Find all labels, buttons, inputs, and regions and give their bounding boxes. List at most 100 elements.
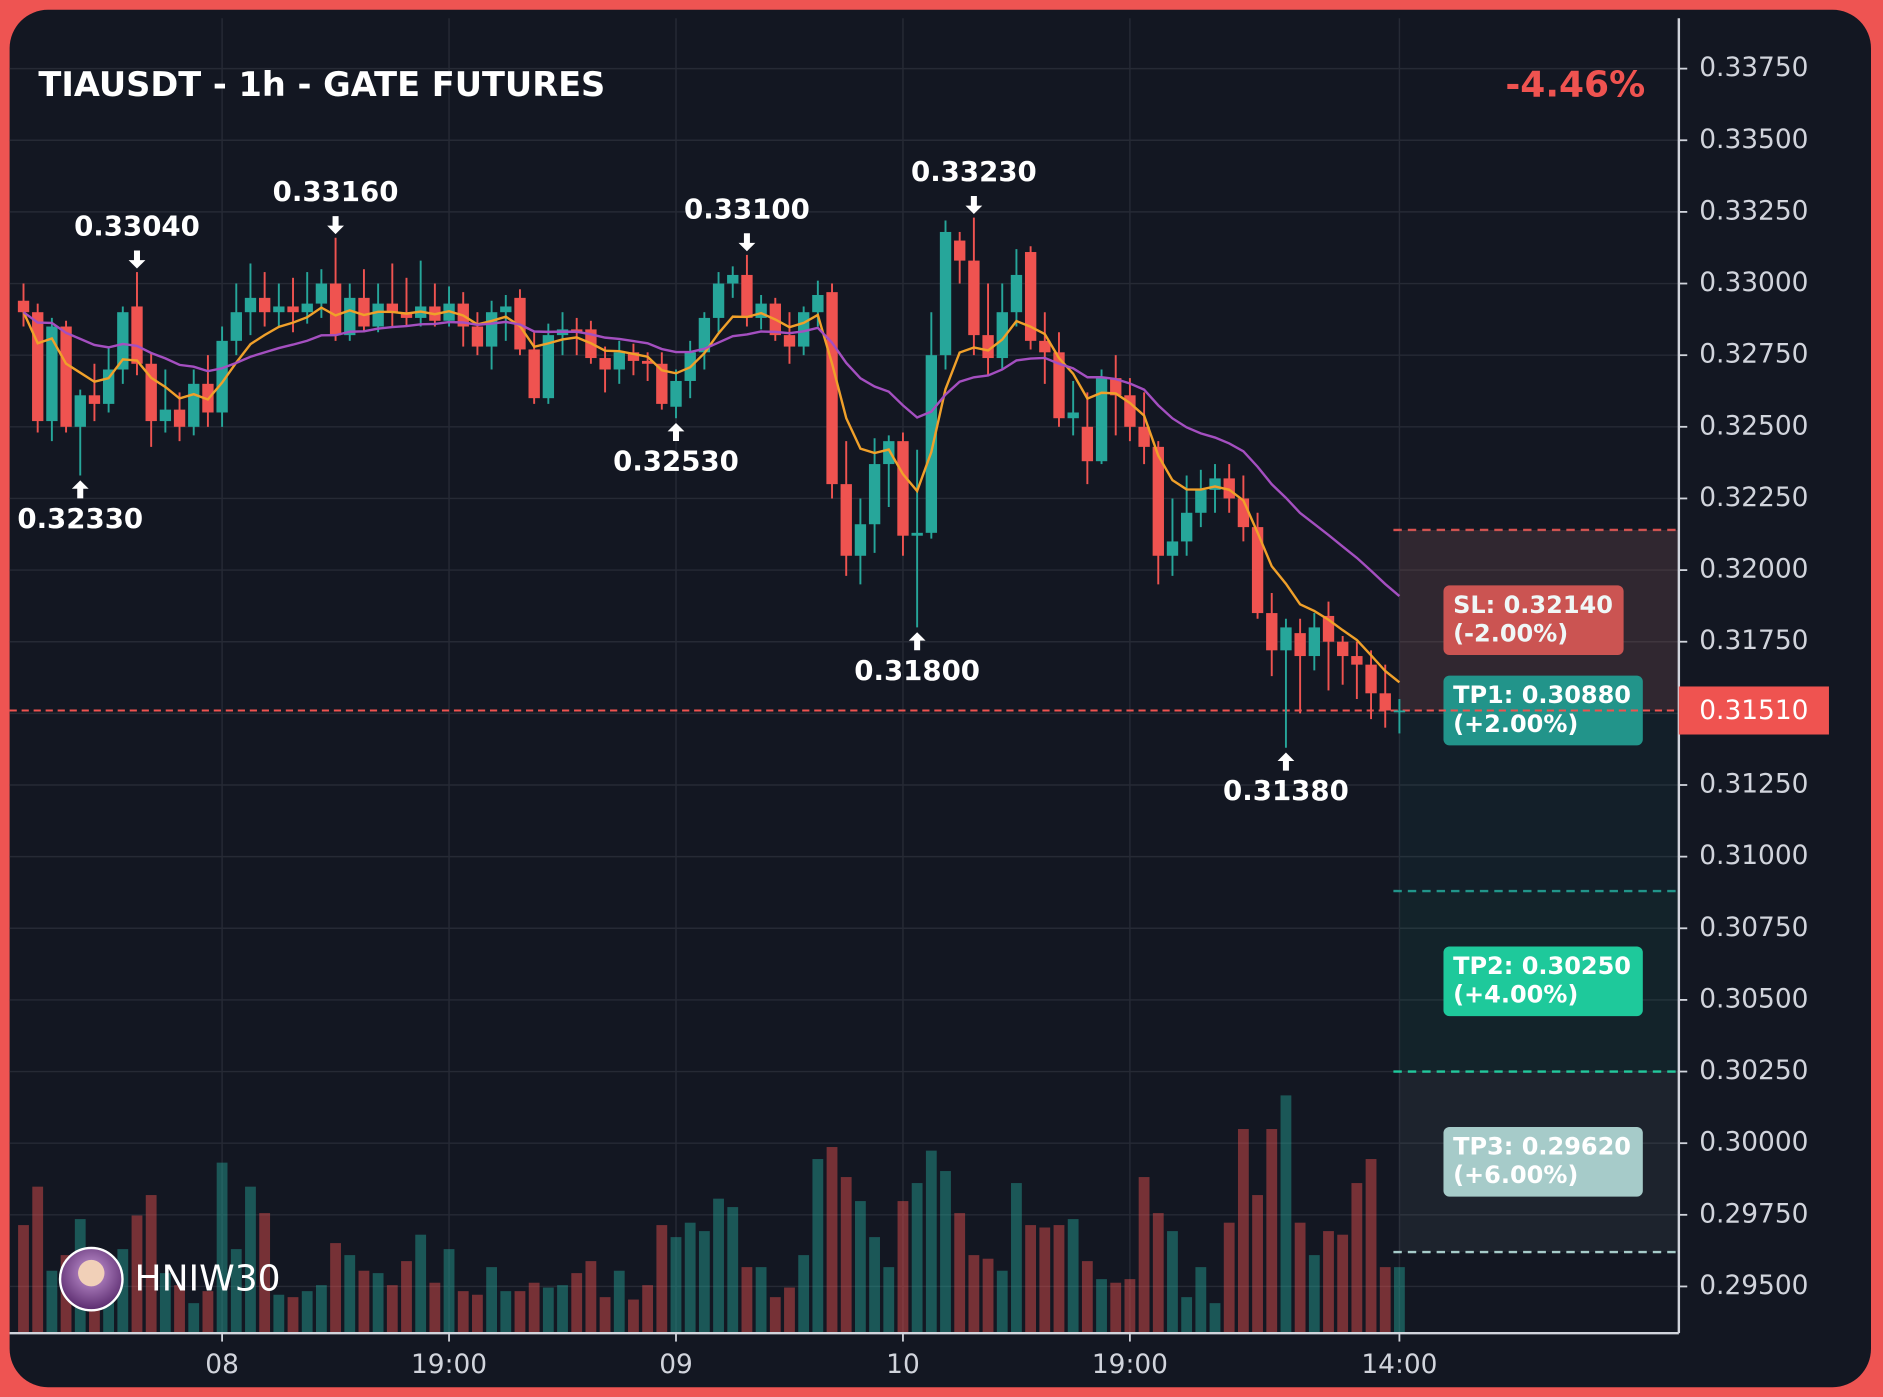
candle-body [1365,664,1377,694]
candle-body [244,297,257,313]
candle-body [329,283,342,336]
candle-body [400,312,413,318]
y-tick-label: 0.30750 [1699,912,1808,943]
level-pct: (+4.00%) [1453,981,1578,1009]
volume-bar [1294,1222,1306,1334]
volume-bar [1280,1095,1292,1334]
candle-body [1124,395,1136,427]
volume-bar [472,1294,483,1334]
candle-body [1393,710,1406,713]
candle-body [826,292,838,485]
candle-body [1081,426,1094,462]
candle-body [783,335,796,347]
volume-bar [826,1147,838,1334]
y-tick-label: 0.29750 [1699,1198,1808,1229]
annotation-arrow [667,423,685,442]
candle-body [1152,446,1164,556]
candle-body [287,306,299,313]
volume-bar [585,1261,597,1334]
candle-body [1308,627,1321,657]
volume-bar [429,1282,441,1334]
volume-bar [812,1159,824,1334]
volume-bar [1223,1222,1235,1334]
annotation-arrow [908,632,926,651]
volume-bar [1167,1231,1178,1334]
volume-bar [684,1222,696,1334]
candle-body [230,312,242,341]
candle-body [1180,512,1193,542]
candle-body [1024,252,1037,341]
y-tick-label: 0.31000 [1699,840,1808,871]
candle-body [471,326,484,347]
candle-body [1138,426,1150,447]
volume-bar [784,1287,795,1334]
candle-body [897,441,909,536]
volume-bar [1025,1225,1037,1334]
grid [9,18,1679,1334]
y-tick-label: 0.30500 [1699,983,1808,1014]
candle-body [968,260,980,336]
candle-body [868,464,881,525]
level-box [1443,585,1624,656]
candle-body [315,283,328,304]
volume-bar [1323,1231,1334,1334]
candle-body [798,312,810,347]
volume-bar [202,1291,214,1334]
moving-averages [22,306,1401,684]
last-price-label: 0.31510 [1699,695,1808,726]
volume-bar [698,1231,710,1334]
x-tick-label: 09 [659,1349,693,1380]
volume-bar [386,1285,398,1334]
volume-bar [1110,1282,1122,1334]
panel [9,9,1871,1388]
volume-bar [32,1186,44,1334]
volume-bar [883,1267,895,1334]
volume-bar [741,1267,753,1334]
volume-bar [869,1237,880,1334]
candle-body [32,312,44,422]
volume-bar [1365,1159,1377,1334]
volume-bar [1209,1303,1221,1334]
candle-body [1351,656,1363,665]
y-tick-label: 0.33750 [1699,52,1808,83]
candle-body [117,312,129,370]
candle-body [954,240,966,261]
candle-body [627,352,640,361]
candle-body [1294,633,1306,657]
volume-bar [769,1297,781,1334]
candle-body [641,360,654,364]
candle-body [216,340,228,413]
volume-bar [259,1213,271,1334]
candle-body [74,395,86,427]
candle-body [60,326,72,427]
level-pct: (+2.00%) [1453,710,1578,738]
candle-body [1280,627,1292,651]
candle-body [1251,527,1264,614]
volume-bar [854,1201,866,1334]
candle-body [173,409,186,427]
volume-bar [557,1285,568,1334]
x-tick-label: 08 [205,1349,239,1380]
level-box [1443,1126,1643,1197]
candle-body [188,383,200,427]
annotation-arrow [738,233,756,252]
candle-body [613,352,625,370]
candle-body [840,484,852,556]
candle-body [102,369,115,404]
candle-body [656,363,668,404]
y-tick-label: 0.29500 [1699,1270,1808,1301]
candle-body [1039,340,1051,353]
annotations: 0.32330 0.33040 0.33160 0.32530 0.33100 0.318… [17,155,1348,807]
candle-body [46,326,58,422]
volume-bar [755,1267,767,1334]
volume-bar [230,1249,242,1334]
annotation-arrow [71,480,89,499]
candle-body [1010,274,1023,313]
annotation-arrow [128,250,146,269]
volume-bar [528,1282,540,1334]
y-tick-label: 0.32250 [1699,482,1808,513]
change: -4.46% [1505,65,1645,106]
volume-bar [486,1267,498,1334]
volume-bar [514,1291,526,1334]
